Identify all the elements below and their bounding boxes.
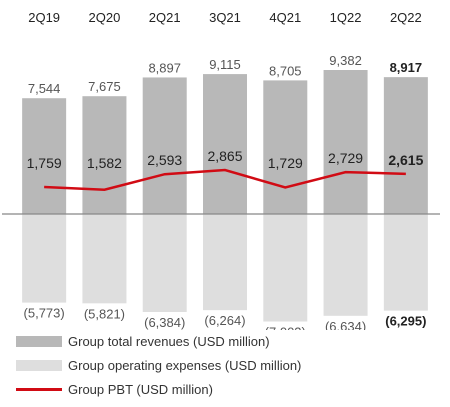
expense-value-3q21: (6,264) <box>204 313 245 328</box>
legend: Group total revenues (USD million) Group… <box>0 330 450 402</box>
expense-bar-1q22 <box>323 214 368 316</box>
chart-labels: 2Q19 2Q20 2Q21 3Q21 4Q21 1Q22 2Q22 7,544 7,675 8,… <box>24 10 427 330</box>
pbt-value-3q21: 2,865 <box>207 148 242 164</box>
expense-value-2q20: (5,821) <box>84 306 125 321</box>
revenue-bar-2q22 <box>383 77 428 214</box>
pbt-value-2q22: 2,615 <box>388 152 423 168</box>
pbt-value-2q19: 1,759 <box>27 155 62 171</box>
expense-value-2q19: (5,773) <box>24 306 65 321</box>
expense-value-4q21: (7,003) <box>265 324 306 330</box>
quarter-label-3q21: 3Q21 <box>209 10 241 25</box>
revenue-value-2q21: 8,897 <box>148 60 181 75</box>
expense-bar-3q21 <box>203 214 247 311</box>
expense-bar-2q21 <box>142 214 187 312</box>
pbt-value-1q22: 2,729 <box>328 150 363 166</box>
expense-value-2q22: (6,295) <box>385 314 426 329</box>
quarter-label-1q22: 1Q22 <box>330 10 362 25</box>
revenue-bar-4q21 <box>263 80 308 214</box>
quarter-label-2q21: 2Q21 <box>149 10 181 25</box>
pbt-value-4q21: 1,729 <box>268 155 303 171</box>
expense-value-2q21: (6,384) <box>144 315 185 330</box>
revenue-bar-2q19 <box>22 98 67 214</box>
legend-label-revenues: Group total revenues (USD million) <box>68 333 270 349</box>
legend-item-revenues: Group total revenues (USD million) <box>0 330 450 352</box>
revenue-value-2q20: 7,675 <box>88 79 121 94</box>
revenue-value-2q19: 7,544 <box>28 81 61 96</box>
pbt-value-2q20: 1,582 <box>87 155 122 171</box>
chart-canvas: 2Q19 2Q20 2Q21 3Q21 4Q21 1Q22 2Q22 7,544 7,675 8,… <box>2 10 440 330</box>
legend-swatch-revenues <box>16 335 62 347</box>
quarter-label-2q20: 2Q20 <box>89 10 121 25</box>
pbt-value-2q21: 2,593 <box>147 152 182 168</box>
revenue-value-2q22: 8,917 <box>390 60 423 75</box>
quarter-label-4q21: 4Q21 <box>269 10 301 25</box>
legend-item-expenses: Group operating expenses (USD million) <box>0 354 450 376</box>
revenue-bar-1q22 <box>323 70 368 214</box>
legend-item-pbt: Group PBT (USD million) <box>0 378 450 400</box>
quarter-label-2q22: 2Q22 <box>390 10 422 25</box>
expense-bars <box>22 214 428 322</box>
revenue-bar-2q20 <box>82 96 127 214</box>
expense-bar-4q21 <box>263 214 308 322</box>
legend-label-pbt: Group PBT (USD million) <box>68 381 213 397</box>
legend-swatch-expenses <box>16 359 62 371</box>
revenue-bar-3q21 <box>203 74 247 215</box>
revenue-bars <box>22 70 428 215</box>
legend-swatch-pbt <box>16 387 62 391</box>
revenue-bar-2q21 <box>142 77 187 215</box>
expense-value-1q22: (6,634) <box>325 319 366 330</box>
quarter-label-2q19: 2Q19 <box>28 10 60 25</box>
legend-label-expenses: Group operating expenses (USD million) <box>68 357 302 373</box>
revenue-value-3q21: 9,115 <box>209 57 241 72</box>
revenue-value-1q22: 9,382 <box>329 53 362 68</box>
expense-bar-2q19 <box>22 214 67 303</box>
revenue-value-4q21: 8,705 <box>269 63 302 78</box>
expense-bar-2q22 <box>383 214 428 311</box>
pbt-line <box>44 168 406 191</box>
expense-bar-2q20 <box>82 214 127 304</box>
